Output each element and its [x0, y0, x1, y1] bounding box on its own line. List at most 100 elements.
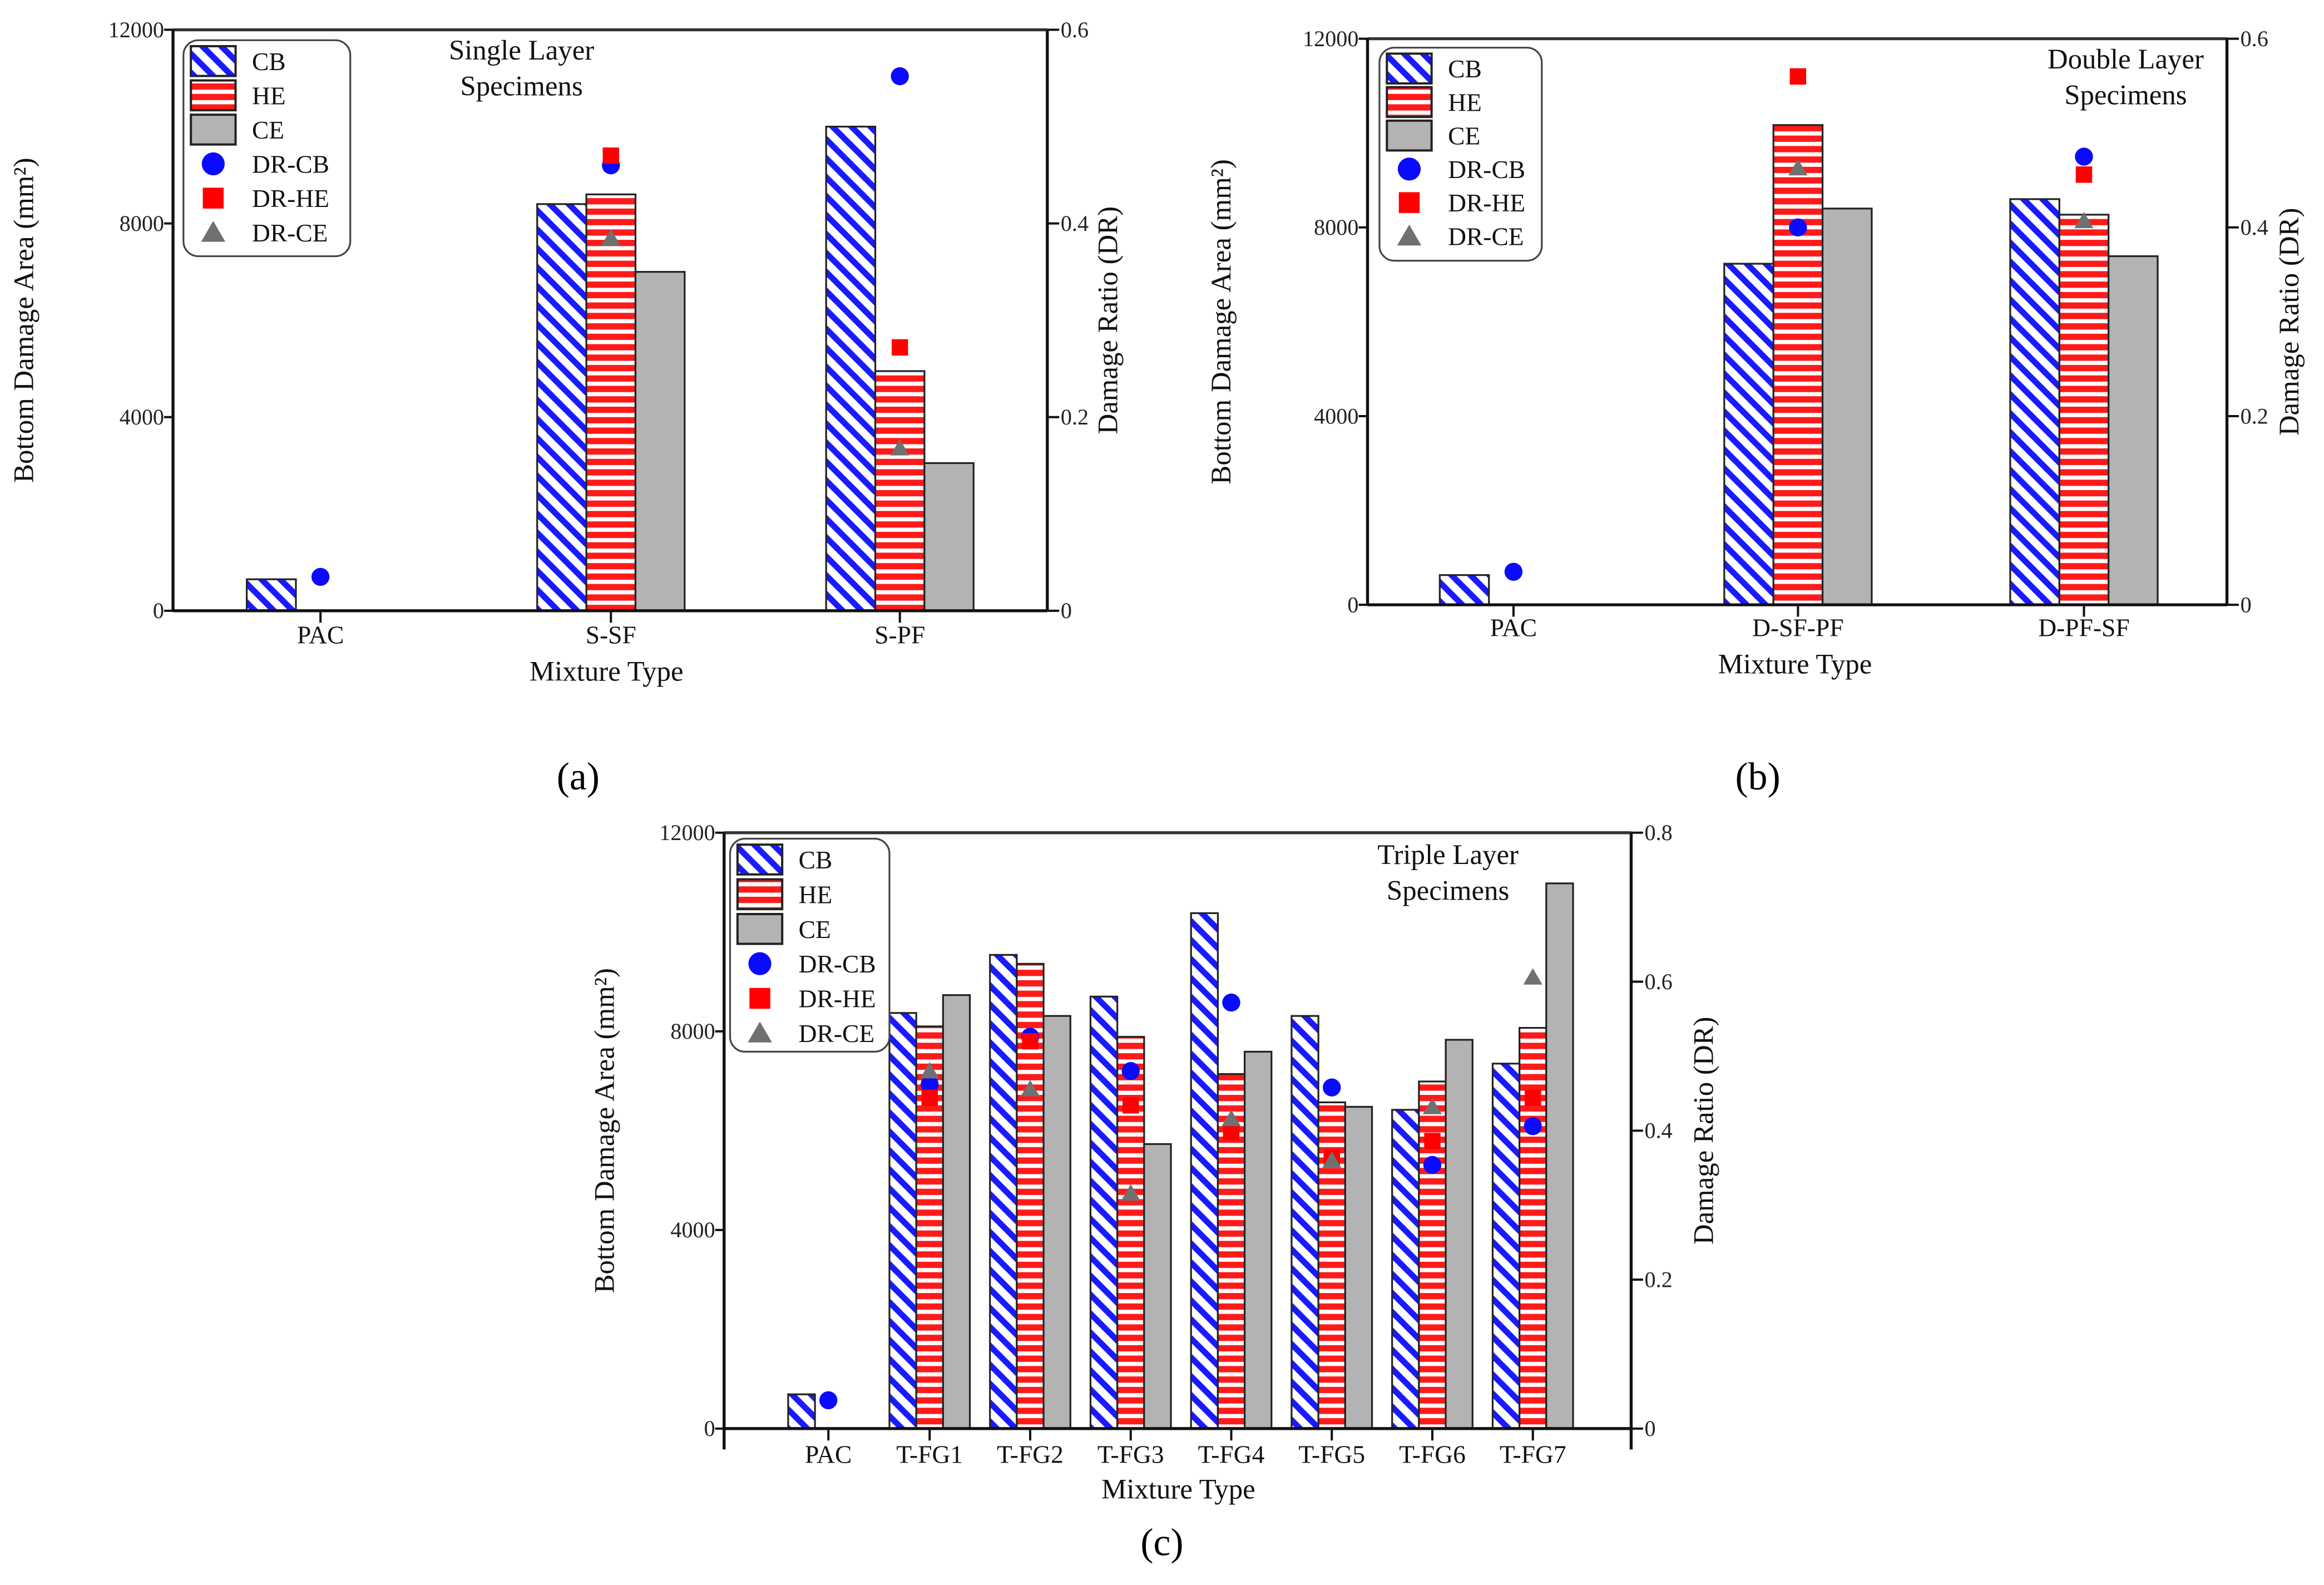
y-axis-label: Bottom Damage Area (mm²) [1206, 159, 1237, 484]
x-tick-label: T-FG2 [997, 1440, 1064, 1468]
y2-tick-label: 0.4 [1061, 211, 1089, 236]
bar-ce [1445, 1039, 1473, 1430]
bar-ce [1545, 882, 1574, 1430]
y-tick-label: 0 [153, 598, 164, 623]
point-dr-ce [1020, 1080, 1040, 1097]
y2-tick-label: 0 [2241, 592, 2252, 618]
legend-label: DR-CB [252, 150, 329, 179]
x-tick-label: S-SF [586, 621, 636, 649]
y2-tick-label: 0 [1061, 598, 1072, 623]
bar-cb [1190, 912, 1219, 1430]
legend-label: DR-HE [252, 184, 329, 213]
legend-label: DR-CB [799, 950, 876, 978]
bar-ce [923, 462, 975, 612]
point-dr-ce [1322, 1151, 1342, 1168]
chart-title: Specimens [2064, 80, 2187, 111]
point-dr-he [602, 147, 620, 164]
x-tick-label: T-FG7 [1500, 1440, 1566, 1468]
legend-marker-dr-cb [1397, 157, 1421, 181]
point-dr-cb [819, 1391, 838, 1410]
bar-he [1116, 1036, 1145, 1430]
panel-label: (a) [557, 756, 600, 798]
legend-swatch-cb [190, 45, 237, 77]
point-dr-cb [2075, 147, 2093, 166]
point-dr-he [2075, 166, 2093, 183]
y-tick-label: 8000 [670, 1019, 715, 1044]
legend-swatch-cb [1386, 52, 1433, 85]
legend-swatch-he [1386, 86, 1433, 118]
y-tick-label: 12000 [1303, 26, 1358, 51]
legend-marker-dr-he [1398, 192, 1420, 213]
bar-cb [2009, 198, 2060, 606]
point-dr-he [921, 1089, 938, 1107]
x-tick-label: D-SF-PF [1752, 613, 1843, 641]
legend-marker-dr-ce [201, 221, 226, 242]
y-tick-label: 8000 [1314, 215, 1358, 240]
legend-swatch-ce [1386, 119, 1433, 152]
point-dr-he [1525, 1089, 1541, 1107]
panel-label: (c) [1140, 1521, 1183, 1564]
y2-axis-label: Damage Ratio (DR) [1093, 206, 1124, 434]
y-tick-label: 4000 [1314, 403, 1358, 428]
legend-swatch-cb [736, 843, 784, 876]
bar-he [585, 193, 637, 612]
point-dr-he [1223, 1124, 1240, 1140]
x-tick-label: PAC [1490, 613, 1537, 641]
y2-tick-label: 0.2 [2241, 403, 2268, 428]
bar-he [874, 370, 926, 612]
bar-cb [536, 203, 587, 612]
legend-marker-dr-ce [748, 1021, 772, 1043]
legend-swatch-ce [736, 912, 784, 945]
bar-cb [1438, 574, 1490, 606]
legend-swatch-he [190, 79, 237, 112]
legend-marker-dr-cb [201, 152, 225, 176]
y-tick-label: 8000 [120, 211, 164, 236]
point-dr-ce [1523, 968, 1542, 985]
legend-marker-dr-cb [748, 952, 772, 975]
legend-label: CB [1448, 55, 1482, 83]
point-dr-cb [1504, 562, 1523, 581]
point-dr-cb [1423, 1156, 1442, 1174]
bar-cb [989, 954, 1018, 1430]
chart-panel-a: 0 4000 8000 12000 0 0.2 0.4 0.6 PAC S-SF S-PF Mixtu… [8, 17, 1124, 798]
y2-tick-label: 0.6 [1645, 969, 1673, 994]
bar-ce [1042, 1015, 1071, 1430]
legend-marker-dr-ce [1397, 224, 1422, 246]
legend-swatch-ce [190, 113, 237, 146]
legend-label: DR-CE [252, 219, 328, 247]
y-tick-label: 4000 [670, 1217, 715, 1242]
legend: CB HE CE DR-CB DR-HE DR-CE [1378, 47, 1543, 262]
y2-tick-label: 0.4 [1645, 1118, 1673, 1143]
bar-he [1519, 1026, 1547, 1430]
point-dr-ce [1788, 159, 1808, 176]
y2-tick-label: 0.6 [1061, 17, 1089, 42]
y-axis-label: Bottom Damage Area (mm²) [590, 968, 621, 1293]
x-tick-label: PAC [805, 1440, 852, 1468]
legend-label: HE [799, 880, 833, 908]
bar-he [1772, 124, 1824, 606]
point-dr-ce [2074, 211, 2094, 229]
legend-label: HE [1448, 88, 1482, 116]
bar-ce [1344, 1105, 1373, 1430]
bar-cb [825, 125, 877, 612]
bar-ce [634, 271, 686, 612]
legend-label: CE [799, 915, 831, 944]
chart-title: Single Layer [449, 35, 594, 66]
x-tick-label: T-FG6 [1399, 1440, 1466, 1468]
chart-title: Specimens [1387, 875, 1509, 906]
legend-marker-dr-he [202, 187, 224, 209]
x-tick-label: S-PF [874, 621, 925, 649]
panel-label: (b) [1735, 756, 1780, 798]
legend-label: DR-CE [1448, 222, 1524, 250]
bar-cb [1089, 995, 1119, 1430]
point-dr-cb [891, 67, 909, 86]
x-axis-label: Mixture Type [1101, 1474, 1255, 1505]
legend-swatch-he [736, 878, 784, 911]
bar-cb [1290, 1015, 1319, 1430]
x-tick-label: T-FG5 [1298, 1440, 1365, 1468]
y2-axis-label: Damage Ratio (DR) [1689, 1017, 1720, 1245]
legend-label: CB [252, 47, 286, 76]
y2-tick-label: 0.4 [2241, 215, 2268, 240]
bar-cb [1723, 263, 1774, 606]
y-axis-label: Bottom Damage Area (mm²) [8, 157, 39, 482]
